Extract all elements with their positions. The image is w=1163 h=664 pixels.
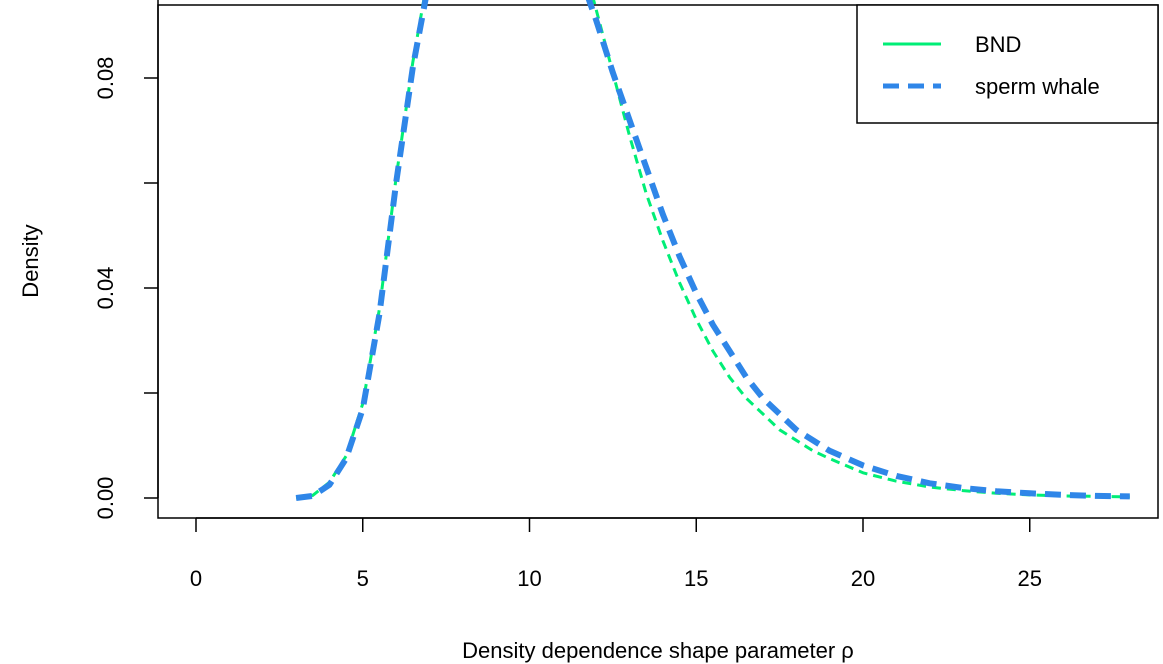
y-tick-label: 0.08 (93, 57, 118, 100)
x-tick-label: 0 (190, 566, 202, 591)
x-tick-label: 15 (684, 566, 708, 591)
legend-label-sperm-whale: sperm whale (975, 74, 1100, 99)
series-line-sperm-whale (295, 0, 1130, 501)
legend-box (856, 4, 1159, 124)
y-axis: 0.000.040.080.12 (93, 0, 159, 520)
x-tick-label: 20 (851, 566, 875, 591)
x-axis: 0 5 10 15 20 25 (190, 517, 1042, 591)
y-tick-label: 0.00 (93, 477, 118, 520)
x-tick-label: 25 (1018, 566, 1042, 591)
y-axis-title: Density (18, 224, 43, 297)
legend: BND sperm whale (856, 4, 1159, 124)
series-group (295, 0, 1130, 501)
y-tick-label: 0.04 (93, 267, 118, 310)
x-tick-label: 10 (517, 566, 541, 591)
x-tick-label: 5 (357, 566, 369, 591)
x-axis-title: Density dependence shape parameter ρ (462, 638, 854, 663)
legend-label-bnd: BND (975, 32, 1021, 57)
